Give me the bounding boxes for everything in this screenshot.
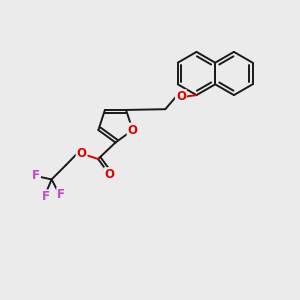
Text: O: O [104, 168, 115, 181]
Text: F: F [32, 169, 40, 182]
Text: O: O [176, 90, 186, 103]
Text: O: O [128, 124, 138, 136]
Text: F: F [57, 188, 65, 201]
Text: O: O [76, 147, 87, 160]
Text: F: F [42, 190, 50, 203]
